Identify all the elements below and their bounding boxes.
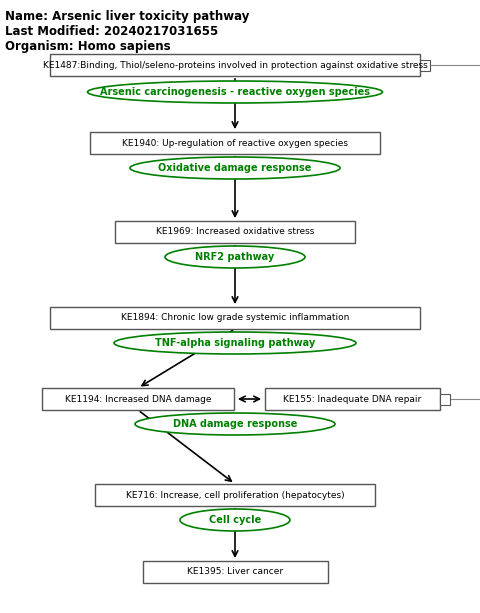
Text: Arsenic carcinogenesis - reactive oxygen species: Arsenic carcinogenesis - reactive oxygen… xyxy=(100,87,370,97)
Text: KE1940: Up-regulation of reactive oxygen species: KE1940: Up-regulation of reactive oxygen… xyxy=(122,139,348,148)
Text: KE155: Inadequate DNA repair: KE155: Inadequate DNA repair xyxy=(283,395,421,403)
Ellipse shape xyxy=(114,332,356,354)
FancyBboxPatch shape xyxy=(420,59,430,70)
Text: Cell cycle: Cell cycle xyxy=(209,515,261,525)
Ellipse shape xyxy=(135,413,335,435)
Text: Name: Arsenic liver toxicity pathway: Name: Arsenic liver toxicity pathway xyxy=(5,10,250,23)
FancyBboxPatch shape xyxy=(95,484,375,506)
Text: Last Modified: 20240217031655: Last Modified: 20240217031655 xyxy=(5,25,218,38)
FancyBboxPatch shape xyxy=(143,561,327,583)
Text: KE1969: Increased oxidative stress: KE1969: Increased oxidative stress xyxy=(156,227,314,237)
Ellipse shape xyxy=(180,509,290,531)
Text: KE1194: Increased DNA damage: KE1194: Increased DNA damage xyxy=(65,395,211,403)
Text: DNA damage response: DNA damage response xyxy=(173,419,297,429)
Text: KE716: Increase, cell proliferation (hepatocytes): KE716: Increase, cell proliferation (hep… xyxy=(126,490,344,500)
Text: KE1894: Chronic low grade systemic inflammation: KE1894: Chronic low grade systemic infla… xyxy=(121,313,349,322)
FancyBboxPatch shape xyxy=(440,394,449,405)
Text: KE1487:Binding, Thiol/seleno-proteins involved in protection against oxidative s: KE1487:Binding, Thiol/seleno-proteins in… xyxy=(43,61,427,69)
FancyBboxPatch shape xyxy=(50,54,420,76)
FancyBboxPatch shape xyxy=(42,388,234,410)
FancyBboxPatch shape xyxy=(90,132,380,154)
Text: TNF-alpha signaling pathway: TNF-alpha signaling pathway xyxy=(155,338,315,348)
Ellipse shape xyxy=(130,157,340,179)
Text: KE1395: Liver cancer: KE1395: Liver cancer xyxy=(187,568,283,576)
FancyBboxPatch shape xyxy=(115,221,355,243)
Text: Organism: Homo sapiens: Organism: Homo sapiens xyxy=(5,40,170,53)
Text: Oxidative damage response: Oxidative damage response xyxy=(158,163,312,173)
Ellipse shape xyxy=(165,246,305,268)
FancyBboxPatch shape xyxy=(50,307,420,329)
Ellipse shape xyxy=(87,81,383,103)
Text: NRF2 pathway: NRF2 pathway xyxy=(195,252,275,262)
FancyBboxPatch shape xyxy=(264,388,440,410)
